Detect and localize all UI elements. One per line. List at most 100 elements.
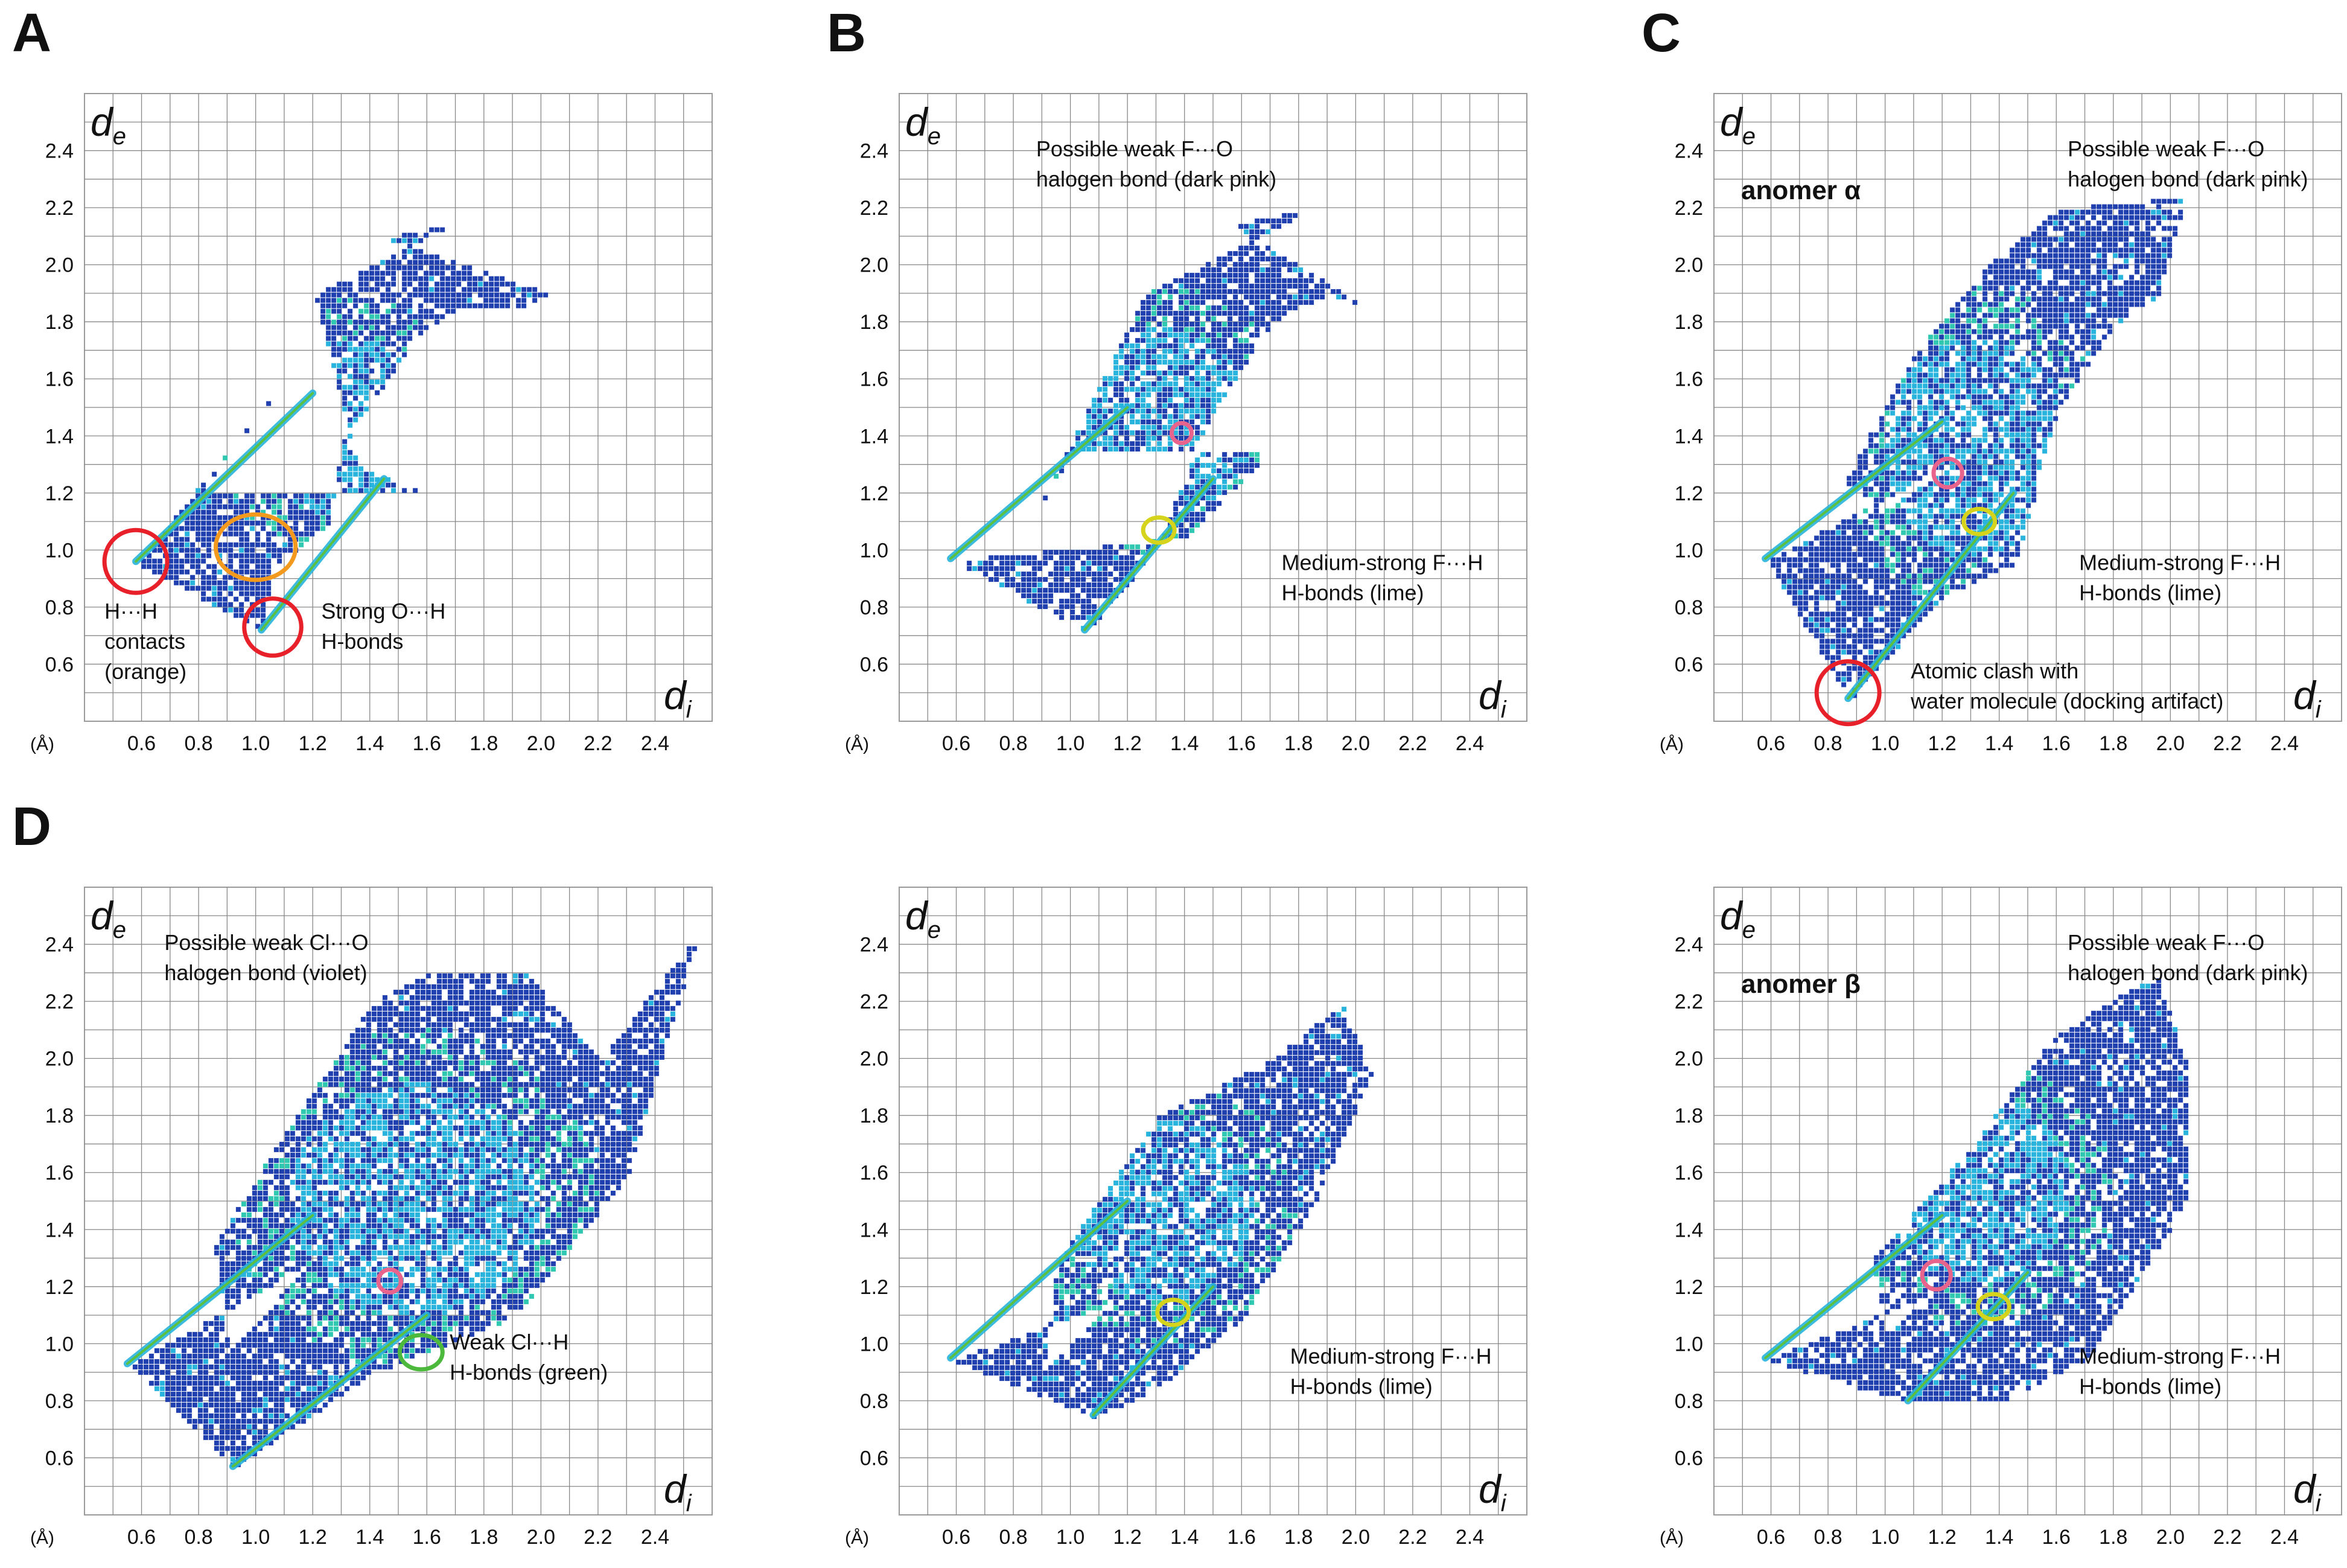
scatter-point xyxy=(1966,427,1972,432)
scatter-point xyxy=(380,357,386,363)
scatter-point xyxy=(1906,481,1912,486)
scatter-point xyxy=(342,406,348,412)
scatter-point xyxy=(1222,343,1228,349)
scatter-point xyxy=(1782,552,1787,557)
scatter-point xyxy=(282,515,288,520)
y-axis-subscript: e xyxy=(1742,123,1756,150)
scatter-point xyxy=(2113,269,2118,275)
scatter-point xyxy=(1923,497,1928,503)
scatter-point xyxy=(1977,302,1982,307)
scatter-point xyxy=(2069,351,2075,356)
scatter-point xyxy=(1977,470,1982,476)
scatter-point xyxy=(1141,349,1146,354)
scatter-point xyxy=(1206,284,1211,289)
scatter-point xyxy=(1961,481,1966,486)
scatter-point xyxy=(1798,552,1803,557)
scatter-point xyxy=(1879,535,1885,541)
scatter-point xyxy=(1912,497,1917,503)
y-tick-label: 1.4 xyxy=(860,425,888,448)
scatter-point xyxy=(1830,611,1836,617)
scatter-point xyxy=(1825,590,1830,595)
scatter-point xyxy=(1928,552,1934,557)
scatter-point xyxy=(1776,573,1782,579)
scatter-point xyxy=(1266,267,1271,273)
scatter-point xyxy=(1070,593,1075,599)
scatter-point xyxy=(2097,313,2102,318)
scatter-point xyxy=(1950,416,1955,421)
scatter-point xyxy=(1151,436,1157,441)
scatter-point xyxy=(261,591,266,596)
scatter-point xyxy=(1814,606,1820,611)
scatter-point xyxy=(353,298,358,303)
scatter-point xyxy=(670,967,675,973)
scatter-point xyxy=(1184,392,1189,398)
scatter-point xyxy=(1206,376,1211,381)
y-tick-label: 2.2 xyxy=(1675,197,1703,220)
scatter-point xyxy=(1890,622,1896,628)
scatter-point xyxy=(478,281,483,287)
scatter-point xyxy=(2086,209,2091,215)
scatter-point xyxy=(342,439,348,444)
scatter-point xyxy=(391,270,396,276)
scatter-point xyxy=(402,352,407,357)
scatter-point xyxy=(304,531,310,537)
scatter-point xyxy=(2097,323,2102,329)
scatter-point xyxy=(1852,535,1858,541)
scatter-point xyxy=(1820,617,1825,622)
scatter-point xyxy=(369,368,375,374)
scatter-point xyxy=(2031,416,2037,421)
scatter-point xyxy=(369,270,375,276)
scatter-point xyxy=(234,553,239,558)
scatter-point xyxy=(250,499,255,504)
scatter-point xyxy=(1092,588,1097,593)
scatter-point xyxy=(418,254,424,260)
scatter-point xyxy=(420,978,425,984)
scatter-point xyxy=(299,531,304,537)
scatter-point xyxy=(1124,387,1130,392)
scatter-point xyxy=(353,303,358,308)
scatter-point xyxy=(1874,541,1879,546)
scatter-point xyxy=(1217,333,1222,338)
scatter-point xyxy=(1901,410,1906,416)
scatter-point xyxy=(1238,365,1244,371)
scatter-point xyxy=(337,325,342,330)
scatter-point xyxy=(2010,476,2015,481)
scatter-point xyxy=(1135,338,1141,343)
scatter-point xyxy=(1266,289,1271,295)
scatter-point xyxy=(1961,459,1966,465)
scatter-point xyxy=(1244,284,1249,289)
scatter-point xyxy=(1928,573,1934,579)
scatter-point xyxy=(1923,590,1928,595)
scatter-point xyxy=(1999,264,2004,269)
scatter-point xyxy=(1939,486,1944,492)
scatter-point xyxy=(315,499,320,504)
scatter-point xyxy=(2075,307,2080,313)
scatter-point xyxy=(1103,381,1108,387)
scatter-point xyxy=(212,591,217,596)
scatter-point xyxy=(496,995,502,1000)
scatter-point xyxy=(1906,628,1912,633)
scatter-point xyxy=(1081,615,1086,620)
scatter-point xyxy=(1917,465,1923,470)
scatter-point xyxy=(424,292,429,298)
scatter-point xyxy=(1228,485,1233,490)
scatter-point xyxy=(1792,584,1798,590)
scatter-point xyxy=(1792,595,1798,601)
scatter-point xyxy=(1950,448,1955,454)
scatter-point xyxy=(2031,318,2037,323)
scatter-point xyxy=(2124,296,2129,302)
scatter-point xyxy=(1135,398,1141,403)
scatter-point xyxy=(1934,546,1939,552)
scatter-point xyxy=(1179,300,1184,305)
scatter-point xyxy=(1961,329,1966,334)
scatter-point xyxy=(2080,285,2086,291)
scatter-point xyxy=(1173,506,1179,512)
scatter-point xyxy=(1988,535,1993,541)
scatter-point xyxy=(288,499,293,504)
scatter-point xyxy=(358,330,364,336)
scatter-point xyxy=(1276,300,1282,305)
scatter-point xyxy=(2048,291,2053,296)
scatter-point xyxy=(1119,555,1124,561)
scatter-point xyxy=(2010,524,2015,530)
y-tick-label: 1.8 xyxy=(860,311,888,334)
